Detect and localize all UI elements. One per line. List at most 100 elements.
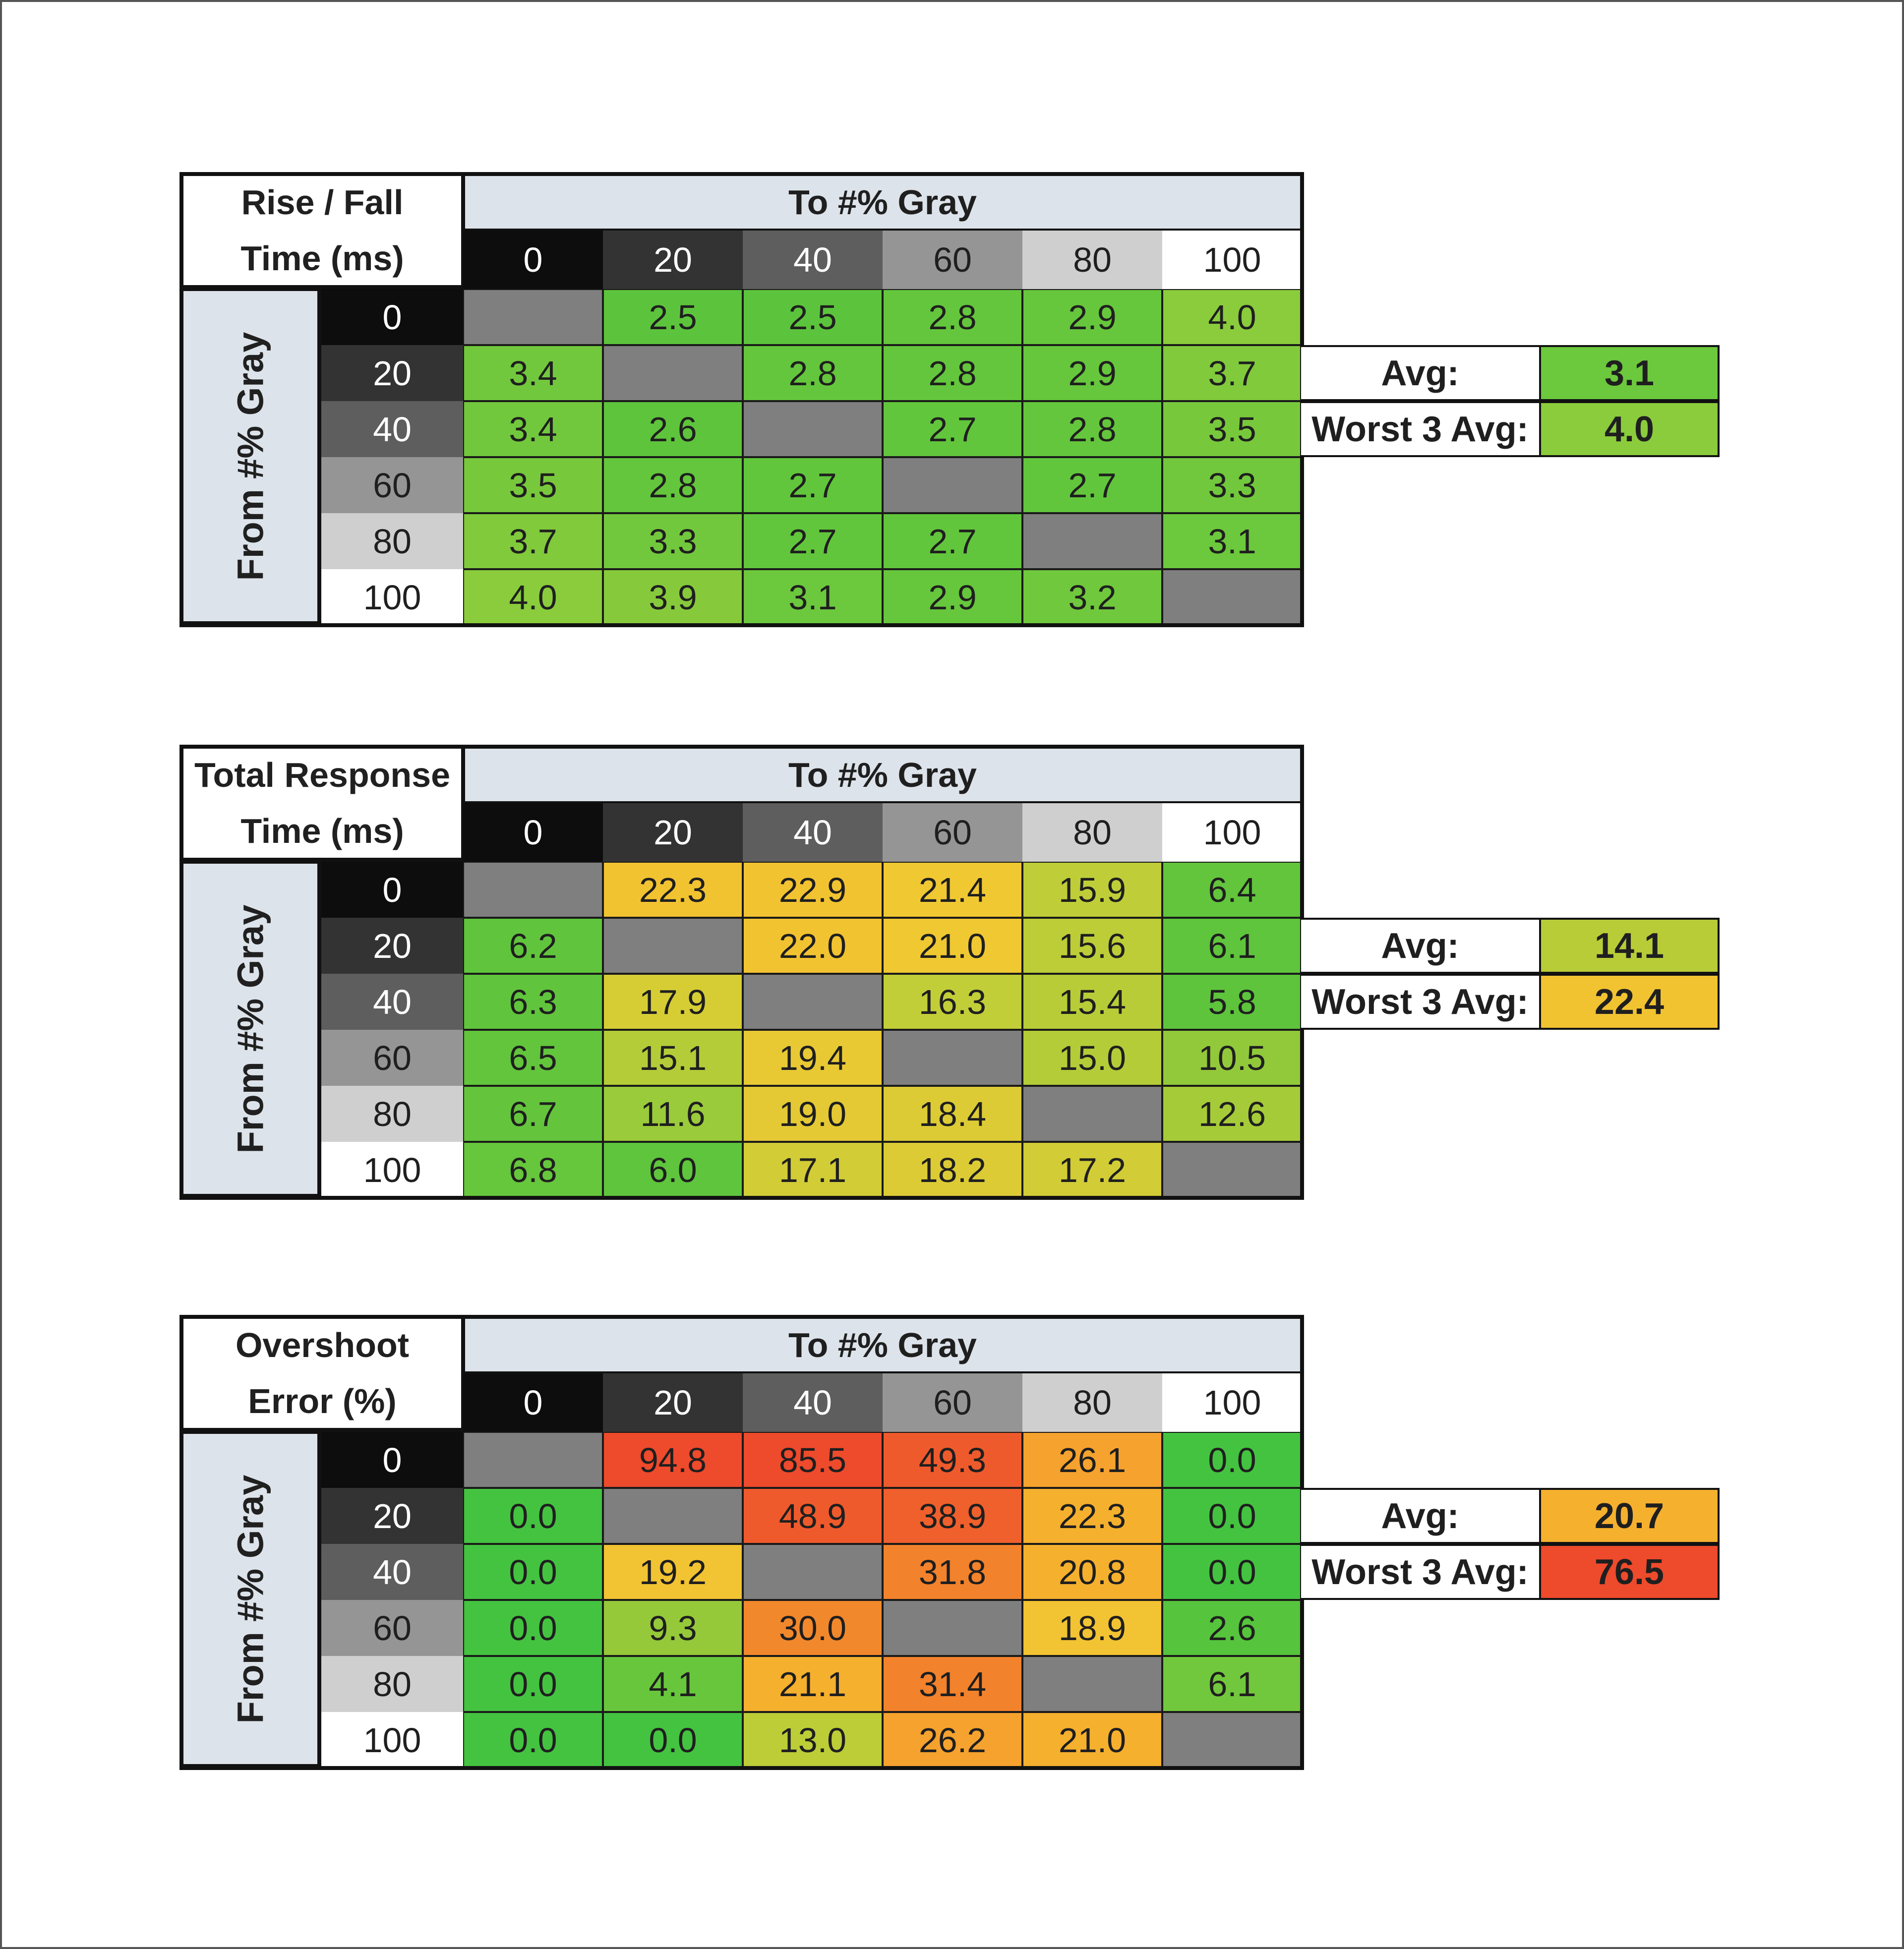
row-header-title: From #% Gray — [179, 862, 321, 1198]
row-header-title: From #% Gray — [179, 1432, 321, 1768]
data-cell: 0.0 — [463, 1488, 603, 1544]
data-value: 22.9 — [778, 870, 847, 909]
data-cell: 6.7 — [463, 1086, 603, 1142]
data-cell: 18.4 — [883, 1086, 1022, 1142]
diagonal-cell — [463, 862, 603, 918]
stat-label-text: Avg: — [1381, 1496, 1459, 1536]
column-header-title: To #% Gray — [463, 1315, 1304, 1375]
data-cell: 94.8 — [603, 1432, 743, 1488]
column-level-80: 80 — [1022, 1373, 1162, 1432]
data-cell: 21.4 — [883, 862, 1022, 918]
data-value: 18.4 — [918, 1094, 987, 1133]
data-value: 6.4 — [1208, 870, 1256, 909]
column-level-label: 0 — [523, 813, 543, 852]
data-value: 13.0 — [778, 1720, 847, 1760]
data-value: 30.0 — [778, 1608, 847, 1648]
column-level-label: 80 — [1073, 813, 1112, 852]
data-value: 5.8 — [1208, 982, 1256, 1021]
data-cell: 3.5 — [1162, 401, 1302, 457]
data-value: 2.6 — [1208, 1608, 1256, 1648]
data-value: 22.0 — [778, 926, 847, 965]
data-cell: 3.9 — [603, 569, 743, 625]
stat-value-text: 4.0 — [1604, 409, 1655, 449]
row-level-0: 0 — [321, 289, 463, 345]
data-cell: 0.0 — [463, 1600, 603, 1656]
row-level-label: 40 — [373, 410, 412, 449]
column-level-80: 80 — [1022, 803, 1162, 862]
row-level-label: 100 — [363, 1720, 421, 1760]
data-cell: 0.0 — [1162, 1544, 1302, 1600]
data-value: 3.7 — [509, 522, 557, 561]
data-cell: 2.9 — [1022, 345, 1162, 401]
data-cell: 2.7 — [883, 513, 1022, 569]
data-cell: 20.8 — [1022, 1544, 1162, 1600]
column-level-20: 20 — [603, 803, 743, 862]
table-title-line: Error (%) — [248, 1382, 397, 1420]
data-cell: 19.2 — [603, 1544, 743, 1600]
data-value: 0.0 — [509, 1720, 557, 1760]
data-value: 2.7 — [928, 410, 977, 449]
data-cell: 15.4 — [1022, 974, 1162, 1030]
row-level-100: 100 — [321, 1142, 463, 1198]
data-value: 19.0 — [778, 1094, 847, 1133]
table-title: Overshoot Error (%) — [179, 1315, 463, 1432]
worst3-avg-label: Worst 3 Avg: — [1301, 401, 1539, 457]
data-cell: 2.7 — [743, 457, 883, 513]
stat-value-text: 14.1 — [1594, 926, 1665, 966]
data-value: 0.0 — [649, 1720, 697, 1760]
avg-value: 14.1 — [1539, 918, 1720, 974]
avg-label: Avg: — [1301, 345, 1539, 401]
stat-value-text: 3.1 — [1604, 353, 1655, 393]
data-cell: 18.2 — [883, 1142, 1022, 1198]
data-cell: 26.2 — [883, 1712, 1022, 1768]
data-value: 19.4 — [778, 1038, 847, 1077]
column-level-60: 60 — [883, 1373, 1022, 1432]
data-value: 18.9 — [1058, 1608, 1127, 1648]
data-value: 6.5 — [509, 1038, 557, 1077]
worst3-avg-label: Worst 3 Avg: — [1301, 1544, 1539, 1600]
column-level-40: 40 — [743, 231, 883, 289]
data-value: 0.0 — [1208, 1552, 1256, 1592]
data-cell: 9.3 — [603, 1600, 743, 1656]
data-value: 2.8 — [649, 466, 697, 505]
column-level-40: 40 — [743, 1373, 883, 1432]
data-cell: 2.8 — [883, 289, 1022, 345]
row-level-60: 60 — [321, 1600, 463, 1656]
data-cell: 30.0 — [743, 1600, 883, 1656]
data-cell: 2.5 — [743, 289, 883, 345]
diagonal-cell — [1162, 569, 1302, 625]
data-value: 4.0 — [509, 578, 557, 617]
data-cell: 31.8 — [883, 1544, 1022, 1600]
row-level-20: 20 — [321, 1488, 463, 1544]
diagonal-cell — [603, 345, 743, 401]
data-cell: 0.0 — [603, 1712, 743, 1768]
stat-value-text: 20.7 — [1594, 1496, 1665, 1536]
column-level-label: 100 — [1203, 240, 1261, 279]
data-value: 38.9 — [918, 1496, 987, 1536]
data-value: 2.6 — [649, 410, 697, 449]
data-value: 6.0 — [649, 1150, 697, 1189]
data-cell: 19.4 — [743, 1030, 883, 1086]
diagonal-cell — [1162, 1712, 1302, 1768]
row-header-label: From #% Gray — [230, 1475, 271, 1723]
data-cell: 0.0 — [463, 1544, 603, 1600]
data-cell: 0.0 — [463, 1656, 603, 1712]
data-cell: 2.9 — [1022, 289, 1162, 345]
table-title: Total Response Time (ms) — [179, 745, 463, 862]
column-level-100: 100 — [1162, 1373, 1302, 1432]
worst3-avg-value: 22.4 — [1539, 974, 1720, 1030]
row-level-label: 60 — [373, 1608, 412, 1648]
column-level-label: 40 — [793, 1383, 832, 1422]
row-level-100: 100 — [321, 1712, 463, 1768]
data-value: 2.9 — [928, 578, 977, 617]
data-cell: 16.3 — [883, 974, 1022, 1030]
data-cell: 11.6 — [603, 1086, 743, 1142]
data-cell: 2.7 — [743, 513, 883, 569]
data-cell: 4.0 — [463, 569, 603, 625]
table-title-line: Total Response — [194, 756, 450, 794]
row-header-label: From #% Gray — [230, 332, 271, 581]
data-value: 0.0 — [509, 1552, 557, 1592]
row-level-60: 60 — [321, 1030, 463, 1086]
data-value: 3.1 — [1208, 522, 1256, 561]
data-cell: 17.2 — [1022, 1142, 1162, 1198]
